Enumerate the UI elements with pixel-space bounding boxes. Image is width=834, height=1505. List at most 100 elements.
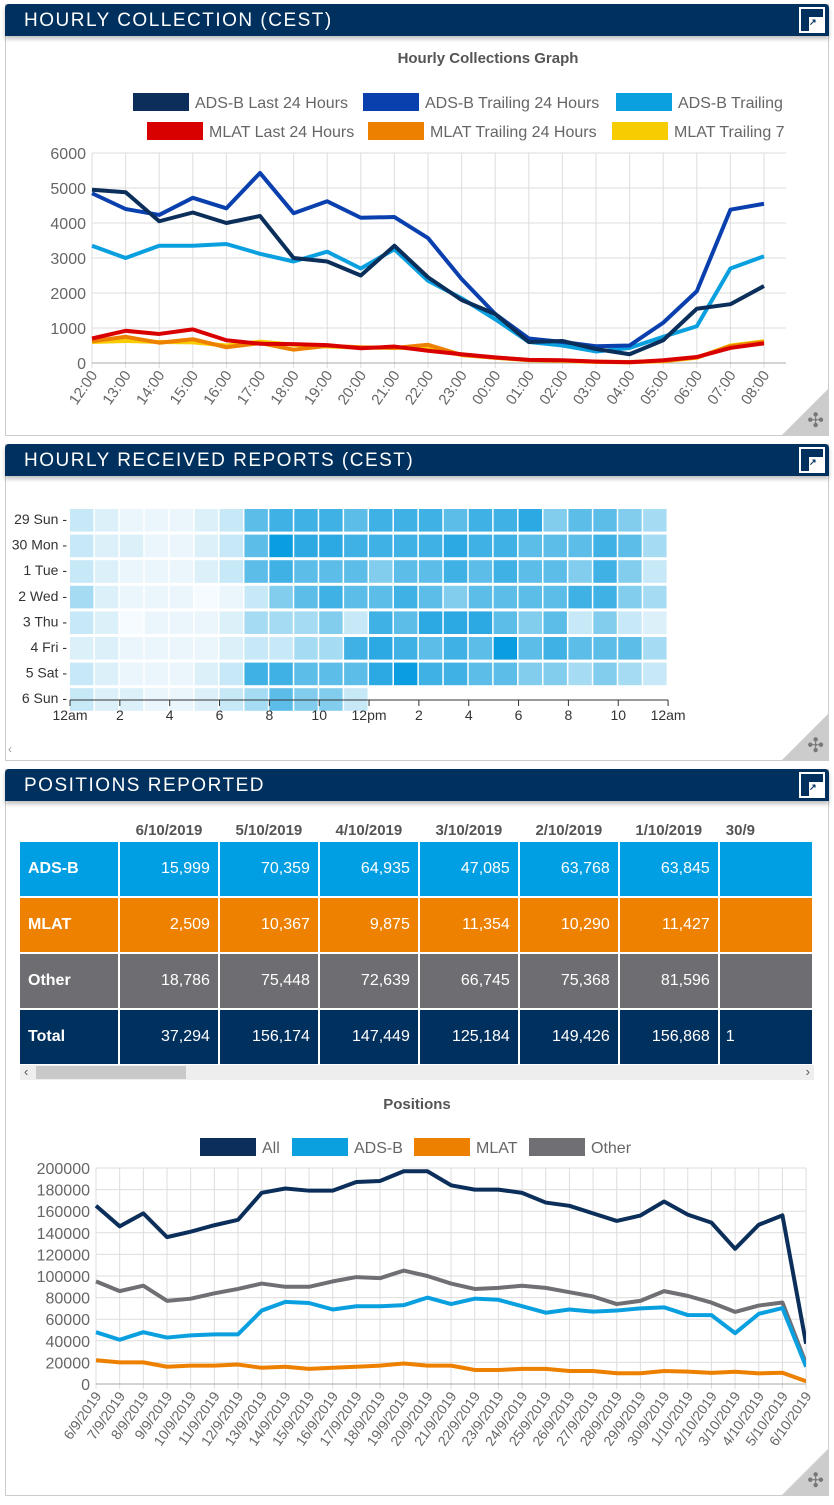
y-tick-label: 180000: [37, 1183, 90, 1200]
heatmap-cell: [493, 585, 518, 609]
expand-icon[interactable]: ↗: [799, 447, 825, 473]
table-cell: 156,868: [619, 1010, 718, 1064]
x-tick-label: 8: [565, 707, 573, 723]
table-cell: 11,354: [419, 898, 518, 952]
column-header: 4/10/2019: [335, 821, 403, 839]
column-header: 3/10/2019: [435, 821, 503, 839]
heatmap-cell: [194, 509, 219, 532]
table-cell: 63,845: [619, 842, 718, 896]
legend-label: ADS-B: [354, 1140, 403, 1157]
heatmap-cell: [219, 560, 243, 583]
heatmap-cell: [144, 611, 169, 634]
panel-header: POSITIONS REPORTED ↗: [5, 769, 829, 801]
heatmap-cell: [94, 662, 119, 686]
row-label: Total: [20, 1010, 118, 1064]
table-cell: 149,426: [519, 1010, 618, 1064]
legend-swatch: [414, 1138, 470, 1156]
heatmap-cell: [643, 585, 667, 609]
series-line-ads-b-trailing: [91, 242, 765, 354]
y-tick-label: 40000: [46, 1334, 91, 1351]
heatmap-cell: [593, 611, 617, 634]
heatmap-cell: [169, 637, 194, 660]
hourly-reports-heatmap: 29 Sun - 30 Mon - 1 Tue - 2 Wed - 3 Thu - 4 F…: [12, 509, 686, 723]
heatmap-cell: [94, 585, 119, 609]
heatmap-cell: [344, 534, 368, 558]
legend-label: MLAT Trailing 24 Hours: [430, 124, 597, 141]
table-cell: 10,367: [219, 898, 318, 952]
scrollbar-thumb[interactable]: [36, 1066, 186, 1079]
heatmap-cell: [119, 662, 144, 686]
heatmap-cell: [294, 662, 318, 686]
heatmap-cell: [269, 662, 293, 686]
heatmap-cell: [443, 637, 468, 660]
y-tick-label: 3000: [50, 251, 86, 268]
panel-header: HOURLY RECEIVED REPORTS (CEST) ↗: [5, 444, 829, 476]
heatmap-cell: [344, 560, 368, 583]
expand-icon[interactable]: ↗: [799, 7, 825, 33]
heatmap-cell: [568, 611, 592, 634]
table-cell: 75,448: [219, 954, 318, 1008]
heatmap-cell: [144, 637, 169, 660]
heatmap-cell: [593, 534, 617, 558]
table-cell: 125,184: [419, 1010, 518, 1064]
heatmap-cell: [194, 534, 219, 558]
table-row: MLAT 2,509 10,367 9,875 11,354 10,290 11,427: [20, 898, 812, 952]
heatmap-cell: [393, 637, 418, 660]
heatmap-cell: [468, 534, 493, 558]
x-tick-label: 08:00: [738, 368, 773, 409]
heatmap-cell: [468, 611, 493, 634]
heatmap-cell: [518, 637, 542, 660]
resize-handle[interactable]: ✣: [782, 389, 828, 435]
x-tick-label: 00:00: [469, 368, 504, 409]
table-cell: 64,935: [319, 842, 418, 896]
heatmap-cell: [70, 509, 94, 532]
table-cell: [719, 954, 812, 1008]
heatmap-cell: [70, 585, 94, 609]
heatmap-cell: [269, 509, 293, 532]
y-tick-label: 140000: [37, 1226, 90, 1243]
scroll-left-icon[interactable]: ‹: [24, 1064, 29, 1079]
y-tick-label: 5000: [50, 181, 86, 198]
heatmap-cell: [493, 509, 518, 532]
resize-handle[interactable]: ✣: [782, 714, 828, 760]
heatmap-cell: [194, 560, 219, 583]
table-cell: 66,745: [419, 954, 518, 1008]
heatmap-cell: [593, 585, 617, 609]
table-cell: 2,509: [119, 898, 218, 952]
x-tick-label: 2: [415, 707, 423, 723]
heatmap-cell: [319, 509, 343, 532]
heatmap-cell: [393, 560, 418, 583]
heatmap-cell: [244, 534, 268, 558]
heatmap-cell: [369, 560, 393, 583]
heatmap-cell: [294, 534, 318, 558]
heatmap-cell: [294, 637, 318, 660]
heatmap-cell: [443, 611, 468, 634]
heatmap-cell: [369, 509, 393, 532]
legend-swatch: [612, 122, 668, 140]
x-tick-label: 8: [265, 707, 273, 723]
heatmap-cell: [119, 509, 144, 532]
chart-title: Hourly Collections Graph: [398, 50, 579, 67]
series-line-all: [94, 1169, 806, 1345]
x-tick-label: 07:00: [704, 368, 739, 409]
resize-handle[interactable]: ✣: [782, 1449, 828, 1495]
heatmap-cell: [468, 560, 493, 583]
heatmap-cell: [169, 534, 194, 558]
x-tick-label: 12am: [52, 707, 87, 723]
expand-icon[interactable]: ↗: [799, 772, 825, 798]
heatmap-cell: [144, 560, 169, 583]
row-label: 2 Wed -: [18, 588, 67, 604]
scroll-left-icon[interactable]: ‹: [8, 742, 12, 756]
legend-swatch: [200, 1138, 256, 1156]
hourly-collection-panel: ✣: [5, 4, 829, 436]
heatmap-cell: [294, 611, 318, 634]
heatmap-cell: [319, 611, 343, 634]
scroll-right-icon[interactable]: ›: [805, 1064, 810, 1079]
legend-swatch: [363, 93, 419, 111]
heatmap-cell: [418, 611, 443, 634]
heatmap-cell: [568, 662, 592, 686]
heatmap-cell: [344, 662, 368, 686]
heatmap-cell: [70, 662, 94, 686]
table-scrollbar[interactable]: ‹ ›: [20, 1064, 814, 1080]
heatmap-cell: [543, 534, 567, 558]
